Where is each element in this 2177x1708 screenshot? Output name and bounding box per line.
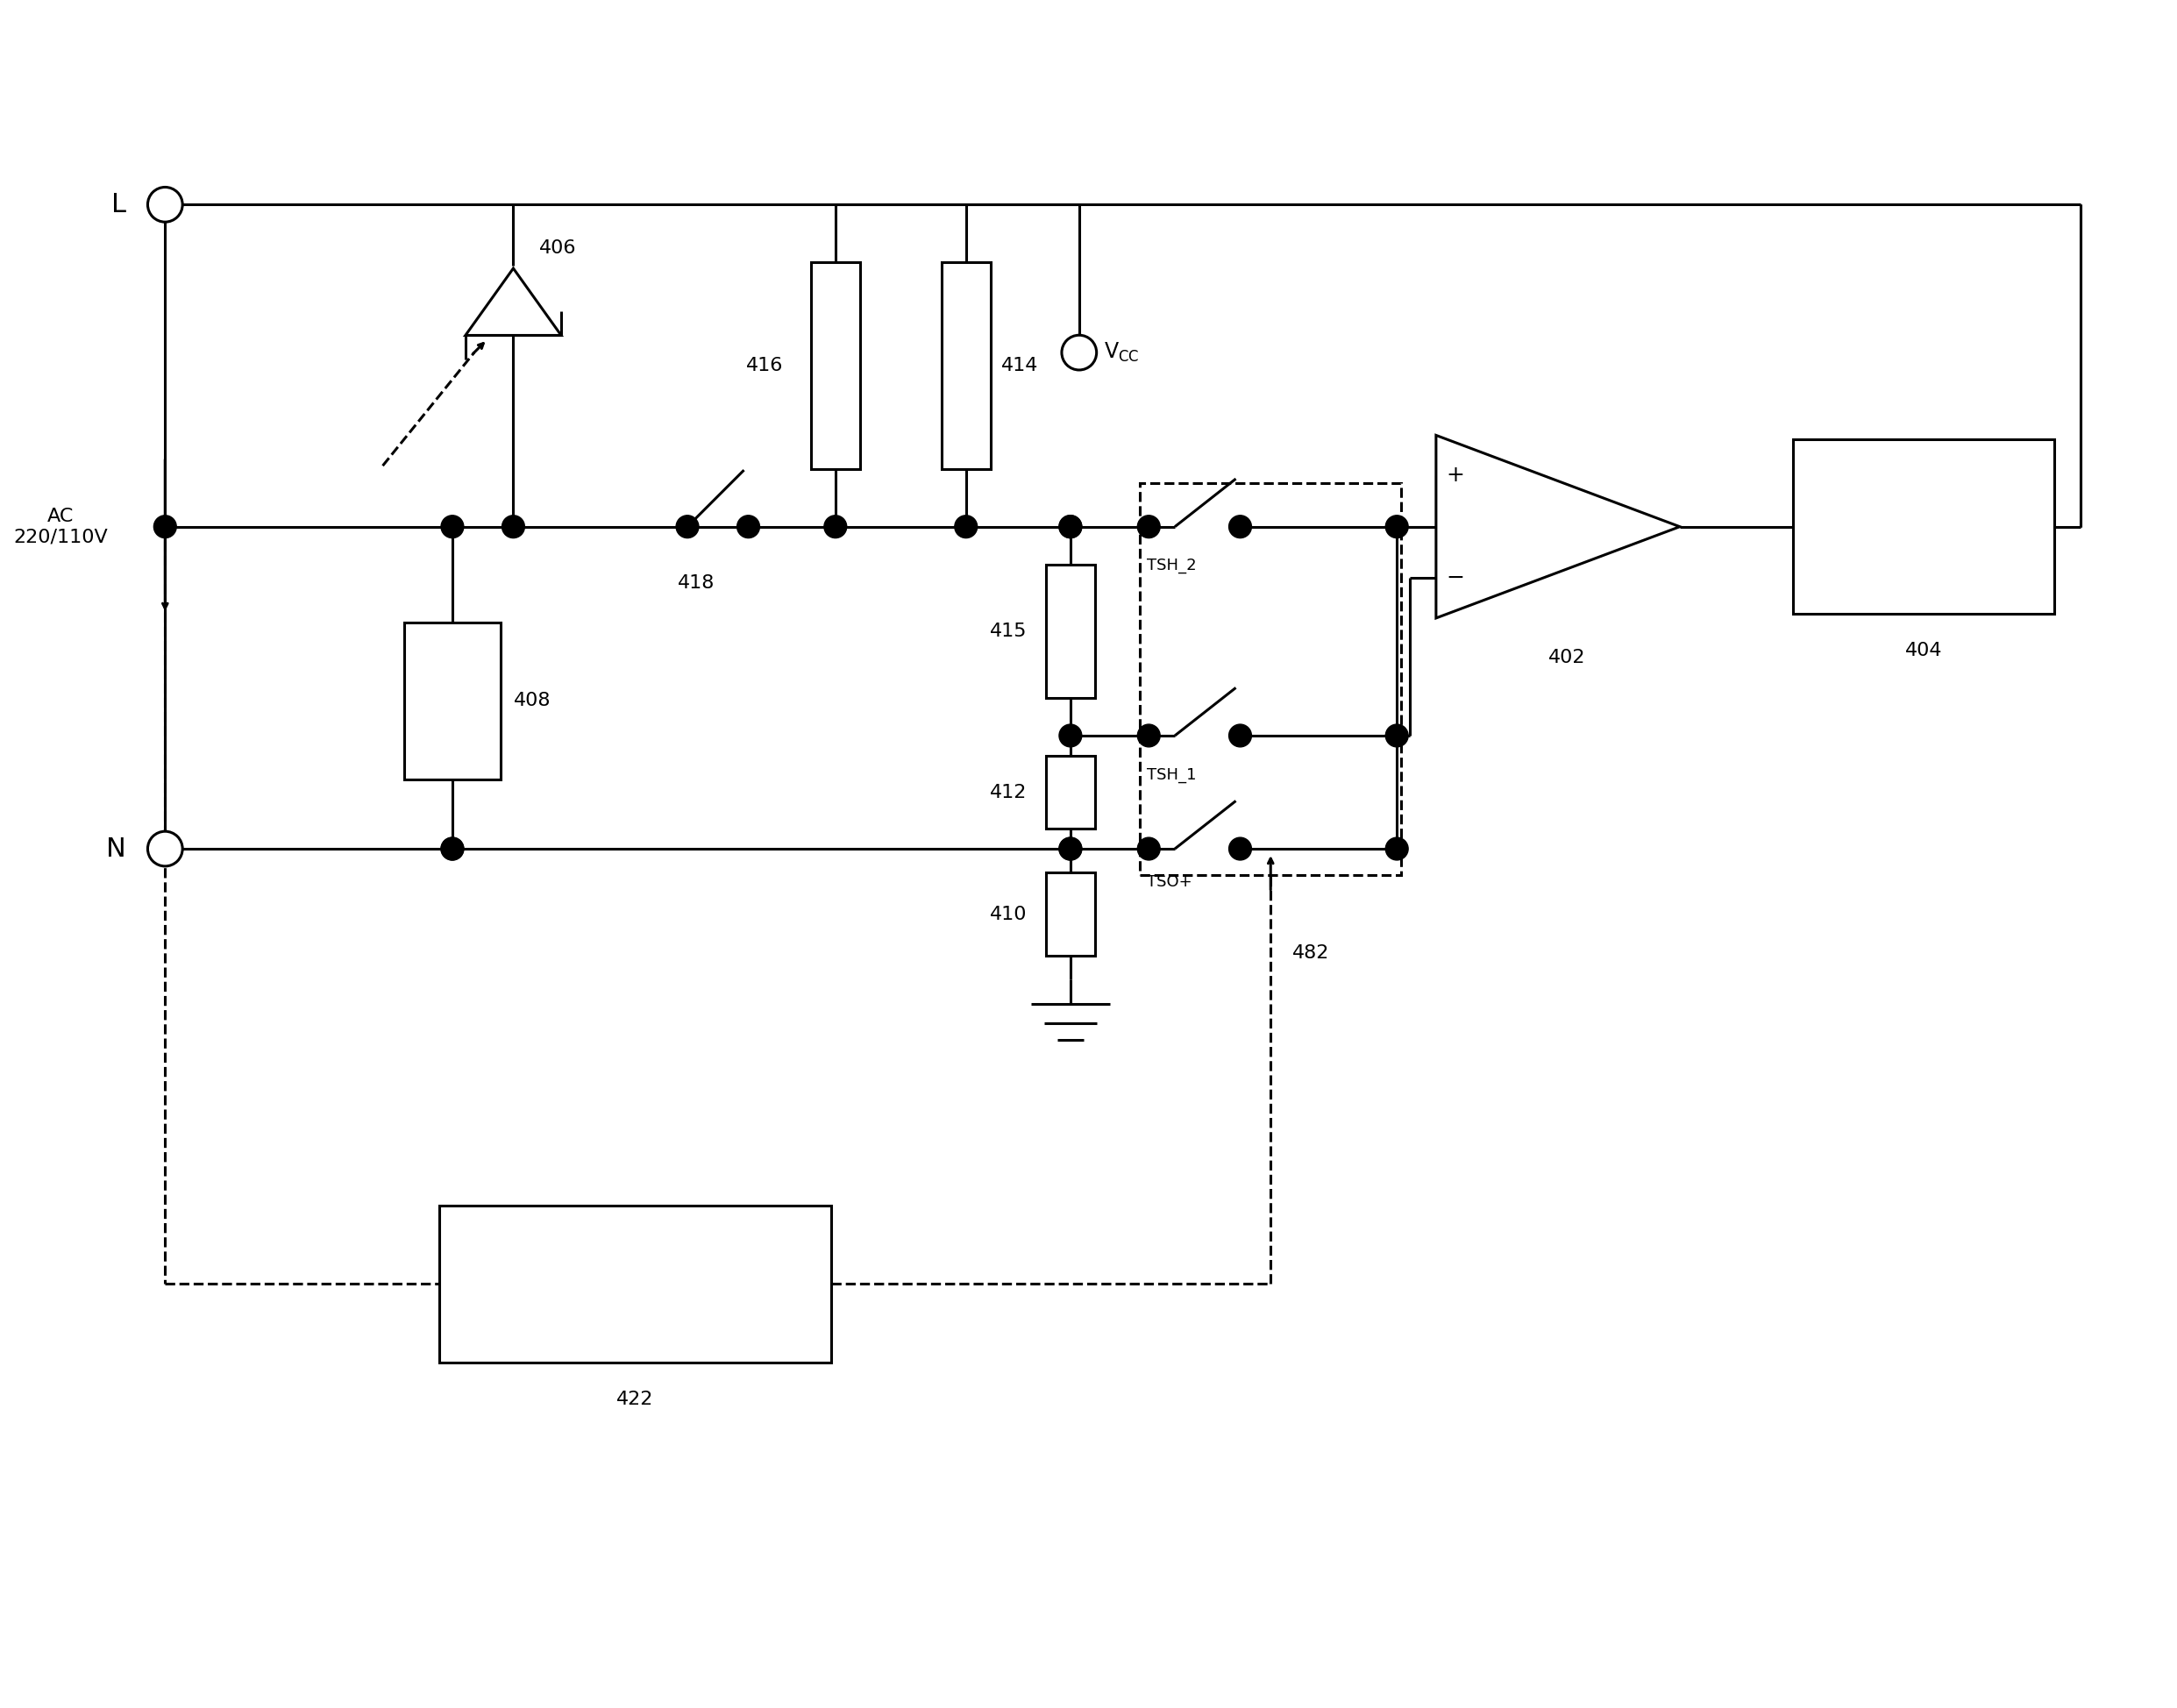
Text: 402: 402 [1548, 649, 1585, 666]
Text: 482: 482 [1293, 945, 1330, 962]
Text: +: + [1446, 465, 1465, 487]
Circle shape [1228, 837, 1252, 861]
Circle shape [442, 516, 464, 538]
Circle shape [1385, 516, 1409, 538]
Circle shape [956, 516, 977, 538]
Circle shape [503, 516, 525, 538]
Text: V$_{\mathregular{CC}}$: V$_{\mathregular{CC}}$ [1104, 342, 1139, 364]
Circle shape [155, 516, 176, 538]
Circle shape [442, 837, 464, 861]
Bar [1047, 757, 1095, 828]
Bar [1047, 564, 1095, 699]
Circle shape [1060, 516, 1082, 538]
Circle shape [738, 516, 760, 538]
Text: TSH_2: TSH_2 [1147, 559, 1197, 574]
Text: 418: 418 [677, 574, 714, 593]
Text: 415: 415 [991, 622, 1028, 640]
Circle shape [1060, 837, 1082, 861]
Circle shape [1136, 837, 1160, 861]
Text: −: − [1446, 567, 1465, 588]
Text: 404: 404 [1905, 642, 1942, 659]
Circle shape [1136, 724, 1160, 746]
Bar [1794, 439, 2055, 613]
Bar [1047, 873, 1095, 956]
Circle shape [1385, 837, 1409, 861]
Circle shape [1062, 335, 1097, 371]
Circle shape [1060, 837, 1082, 861]
Circle shape [677, 516, 699, 538]
Circle shape [825, 516, 847, 538]
Text: AC
220/110V: AC 220/110V [13, 507, 109, 545]
Text: 414: 414 [1001, 357, 1038, 374]
Bar [405, 622, 501, 779]
Text: TSO+: TSO+ [1147, 874, 1193, 890]
Bar [943, 263, 991, 468]
Circle shape [148, 832, 183, 866]
Circle shape [1136, 516, 1160, 538]
Text: 408: 408 [514, 692, 551, 709]
Polygon shape [1437, 436, 1681, 618]
Text: TSH_1: TSH_1 [1147, 767, 1197, 782]
Text: L: L [111, 191, 126, 217]
Circle shape [442, 837, 464, 861]
Circle shape [1228, 516, 1252, 538]
Circle shape [148, 188, 183, 222]
Bar [812, 263, 860, 468]
Bar [440, 1206, 832, 1363]
Text: 416: 416 [747, 357, 784, 374]
Text: 412: 412 [991, 784, 1028, 801]
Circle shape [1060, 516, 1082, 538]
Text: N: N [107, 835, 126, 861]
Circle shape [1060, 724, 1082, 746]
Text: 406: 406 [540, 239, 577, 256]
Text: 422: 422 [616, 1390, 653, 1407]
Circle shape [1228, 724, 1252, 746]
Text: 410: 410 [991, 905, 1028, 922]
Circle shape [1385, 724, 1409, 746]
Bar [1141, 483, 1402, 874]
